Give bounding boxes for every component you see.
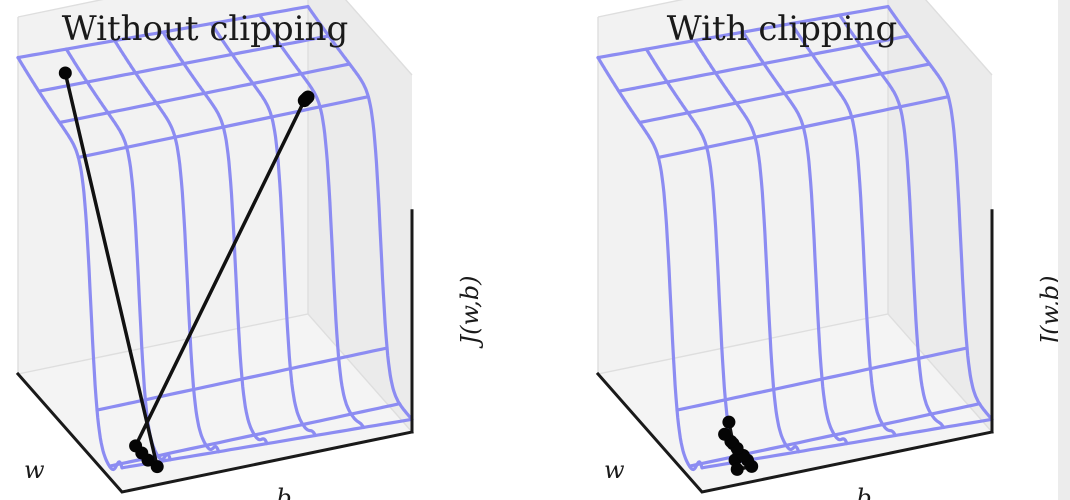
floor-pane [598,314,992,492]
surface-line-w [306,5,414,421]
floor-axes [15,371,414,494]
trajectory-point [718,427,732,441]
surface-line-w [789,22,897,438]
surface-line-w [113,39,221,454]
floor-pane [18,314,412,492]
surface-line-b [95,346,389,412]
surface-line-w [596,56,704,472]
trajectory-point [129,439,143,453]
surface-line-b [120,417,414,470]
scrollbar[interactable] [1058,0,1070,500]
surface-line-b [675,346,969,412]
panel-title: Without clipping [62,9,348,49]
surface-line-w [838,13,946,429]
surface-line-w [258,13,366,429]
surface-line-b [37,34,331,93]
trajectory-point [730,462,744,476]
box-edge-top [17,0,413,76]
cost-surface [16,5,414,472]
surface-line-b [107,402,402,468]
surface-line-w [693,39,801,454]
surface-line-w [161,30,269,446]
panel-without-clipping: Without clipping w b J(w,b) [15,0,484,500]
axis-label-j: J(w,b) [456,275,484,349]
axis-label-b: b [856,484,871,500]
axis-label-w: w [604,456,625,484]
panel-title: With clipping [667,9,897,49]
back-pane-left [18,0,308,374]
cost-surface [596,5,994,472]
surface-line-b [596,5,890,60]
axis-label-b: b [276,484,291,500]
trajectory-point [722,415,736,429]
axis-label-w: w [24,456,45,484]
surface-line-w [209,22,317,438]
floor-axes [595,371,994,494]
trajectory-point [58,66,72,80]
surface-line-b [656,95,950,159]
trajectory-point [150,460,164,474]
surface-line-b [16,5,310,60]
surface-line-b [617,34,911,93]
surface-line-w [886,5,994,421]
back-pane-left [598,0,888,374]
surface-line-b [638,62,932,125]
surface-line-b [58,62,352,125]
box-edge-top [597,0,993,76]
surface-line-w [16,56,124,472]
surface-line-w [741,30,849,446]
trajectory-point [301,90,315,104]
surface-line-b [76,95,370,159]
